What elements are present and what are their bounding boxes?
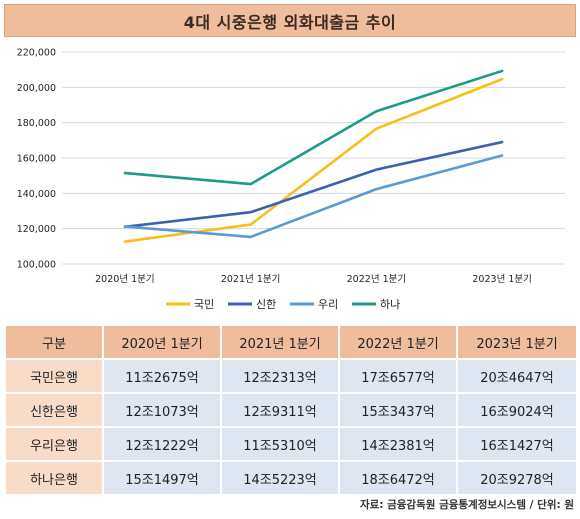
table-cell: 17조6577억 xyxy=(338,358,458,394)
x-tick-label: 2022년 1분기 xyxy=(347,274,406,285)
table-cell: 11조5310억 xyxy=(220,426,340,462)
data-table: 구분 2020년 1분기 2021년 1분기 2022년 1분기 2023년 1… xyxy=(4,324,578,496)
table-cell: 20조9278억 xyxy=(456,460,578,496)
table-header-row: 구분 2020년 1분기 2021년 1분기 2022년 1분기 2023년 1… xyxy=(4,324,578,360)
table-row: 국민은행 11조2675억 12조2313억 17조6577억 20조4647억 xyxy=(4,358,578,394)
row-label: 우리은행 xyxy=(4,426,104,462)
series-line-신한 xyxy=(123,140,504,229)
table-header-cell: 구분 xyxy=(4,324,104,360)
table-cell: 14조2381억 xyxy=(338,426,458,462)
table-header-cell: 2020년 1분기 xyxy=(102,324,222,360)
table-row: 우리은행 12조1222억 11조5310억 14조2381억 16조1427억 xyxy=(4,426,578,462)
table-cell: 16조1427억 xyxy=(456,426,578,462)
line-chart: 100,000 120,000 140,000 160,000 180,000 200,0… xyxy=(17,48,565,311)
series-line-우리 xyxy=(123,154,504,239)
x-tick-label: 2021년 1분기 xyxy=(221,274,280,285)
series-lines xyxy=(123,69,504,243)
table-row: 하나은행 15조1497억 14조5223억 18조6472억 20조9278억 xyxy=(4,460,578,496)
table-header-cell: 2022년 1분기 xyxy=(338,324,458,360)
legend-label: 국민 xyxy=(194,298,214,311)
table-cell: 12조1222억 xyxy=(102,426,222,462)
x-tick-label: 2023년 1분기 xyxy=(472,274,531,285)
legend-label: 하나 xyxy=(380,297,400,311)
series-line-하나 xyxy=(123,69,504,186)
legend-label: 우리 xyxy=(318,298,338,311)
chart-title: 4대 시중은행 외화대출금 추이 xyxy=(183,12,397,32)
table-cell: 18조6472억 xyxy=(338,460,458,496)
table-cell: 11조2675억 xyxy=(102,358,222,394)
row-label: 신한은행 xyxy=(4,392,104,428)
table-cell: 12조1073억 xyxy=(102,392,222,428)
table-cell: 12조2313억 xyxy=(220,358,340,394)
source-note: 자료: 금융감독원 금융통계정보시스템 / 단위: 원 xyxy=(359,499,574,511)
table-cell: 14조5223억 xyxy=(220,460,340,496)
x-axis-ticks: 2020년 1분기 2021년 1분기 2022년 1분기 2023년 1분기 xyxy=(95,274,532,285)
y-tick-label: 200,000 xyxy=(17,83,56,94)
table-cell: 16조9024억 xyxy=(456,392,578,428)
legend: 국민 신한 우리 하나 xyxy=(166,297,400,311)
table-row: 신한은행 12조1073억 12조9311억 15조3437억 16조9024억 xyxy=(4,392,578,428)
y-axis-ticks: 100,000 120,000 140,000 160,000 180,000 200,0… xyxy=(17,48,56,271)
y-tick-label: 180,000 xyxy=(17,118,56,129)
y-tick-label: 140,000 xyxy=(17,189,56,200)
y-tick-label: 160,000 xyxy=(17,154,56,165)
row-label: 하나은행 xyxy=(4,460,104,496)
table-cell: 12조9311억 xyxy=(220,392,340,428)
title-banner: 4대 시중은행 외화대출금 추이 xyxy=(4,4,576,37)
row-label: 국민은행 xyxy=(4,358,104,394)
series-line-국민 xyxy=(123,77,504,243)
table-header-cell: 2023년 1분기 xyxy=(456,324,578,360)
legend-label: 신한 xyxy=(256,298,276,311)
x-tick-label: 2020년 1분기 xyxy=(95,274,154,285)
table-cell: 20조4647억 xyxy=(456,358,578,394)
table-header-cell: 2021년 1분기 xyxy=(220,324,340,360)
y-tick-label: 100,000 xyxy=(17,260,56,271)
y-tick-label: 120,000 xyxy=(17,224,56,235)
table-cell: 15조3437억 xyxy=(338,392,458,428)
table-cell: 15조1497억 xyxy=(102,460,222,496)
y-tick-label: 220,000 xyxy=(17,48,56,59)
